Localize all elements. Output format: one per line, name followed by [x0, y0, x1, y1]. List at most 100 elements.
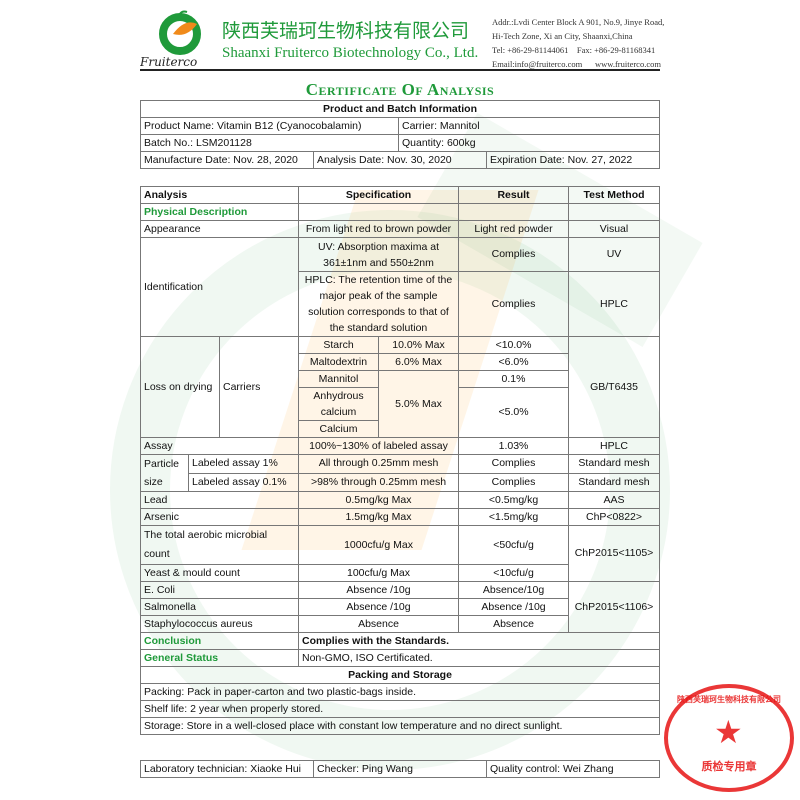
star-icon: ★ [714, 714, 743, 750]
packing-text: Packing: Pack in paper-carton and two pl… [139, 683, 661, 701]
stamp-ring-text: 陕西芙瑞珂生物科技有限公司 [677, 695, 781, 704]
cell: Absence/10g [458, 581, 570, 599]
col-specification: Specification [297, 186, 460, 204]
cell: Labeled assay 1% [188, 454, 299, 474]
cell: <1.5mg/kg [458, 508, 570, 526]
cell: Calcium [298, 420, 379, 438]
cell: 0.5mg/kg Max [297, 491, 460, 509]
table-row: Maltodextrin 6.0% Max <6.0% [141, 353, 660, 371]
col-method: Test Method [568, 186, 661, 204]
general-status-row: General Status Non-GMO, ISO Certificated. [140, 649, 661, 667]
cell: <6.0% [458, 353, 570, 371]
table-row: Assay 100%~130% of labeled assay 1.03% HPLC [140, 437, 661, 455]
cell: Arsenic [140, 508, 299, 526]
cell: Complies [458, 237, 570, 272]
cell: The total aerobic microbial count [140, 525, 299, 565]
checker: Checker: Ping Wang [313, 760, 487, 778]
cell: AAS [568, 491, 661, 509]
cell: 100cfu/g Max [297, 564, 460, 582]
col-result: Result [458, 186, 570, 204]
cell: Absence [458, 615, 570, 633]
conclusion-row: Conclusion Complies with the Standards. [140, 632, 661, 650]
signature-table: Laboratory technician: Xiaoke Hui Checker… [140, 760, 660, 778]
cell: <50cfu/g [458, 525, 570, 565]
table-row: Calcium [141, 420, 660, 438]
cell: <10.0% [458, 336, 570, 354]
table-row: Appearance From light red to brown powder… [140, 220, 661, 238]
cell: Lead [140, 491, 299, 509]
cell: 5.0% Max [377, 370, 460, 438]
company-name-en: Shaanxi Fruiterco Biotechnology Co., Ltd… [222, 45, 479, 61]
quantity: Quantity: 600kg [397, 134, 661, 152]
cell: Assay [140, 437, 299, 455]
cell: UV [568, 237, 661, 272]
cell: UV: Absorption maxima at 361±1nm and 550… [297, 237, 460, 272]
cell: HPLC: The retention time of the major pe… [297, 271, 460, 337]
cell: 0.1% [458, 370, 570, 388]
cell: 1.5mg/kg Max [297, 508, 460, 526]
product-heading: Product and Batch Information [139, 100, 661, 118]
cell: 6.0% Max [377, 353, 460, 371]
cell: Conclusion [140, 632, 299, 650]
cell: <0.5mg/kg [458, 491, 570, 509]
table-row: Anhydrous calcium <5.0% [141, 387, 660, 438]
cell: Appearance [140, 220, 299, 238]
cell: Carriers [219, 336, 299, 438]
cell: Complies with the Standards. [297, 632, 661, 650]
svg-text:Fruiterco: Fruiterco [140, 55, 197, 69]
cell: General Status [140, 649, 299, 667]
cell: Absence /10g [297, 581, 460, 599]
cell: Visual [568, 220, 661, 238]
cell: 1000cfu/g Max [297, 525, 460, 565]
cell: Labeled assay 0.1% [188, 472, 299, 492]
cell: ChP2015<1105> [568, 525, 661, 582]
cell: Light red powder [458, 220, 570, 238]
section-physical: Physical Description [140, 203, 299, 221]
company-logo: Fruiterco [140, 10, 201, 69]
table-row: The total aerobic microbial count 1000cfu… [140, 525, 661, 582]
document-title: Certificate Of Analysis [305, 80, 495, 99]
shelf-life-text: Shelf life: 2 year when properly stored. [139, 700, 661, 718]
manufacture-date: Manufacture Date: Nov. 28, 2020 [140, 151, 314, 169]
technician: Laboratory technician: Xiaoke Hui [140, 760, 314, 778]
cell: Salmonella [140, 598, 299, 616]
cell: Yeast & mould count [140, 564, 299, 582]
table-row: Loss on drying Carriers Starch 10.0% Max <10… [140, 336, 661, 438]
table-row: Particle size Labeled assay 1% All through… [140, 454, 661, 492]
cell: From light red to brown powder [297, 220, 460, 238]
cell: HPLC [568, 271, 661, 337]
stamp-center-text: 质检专用章 [701, 761, 757, 773]
cell: Standard mesh [568, 454, 661, 474]
cell: Non-GMO, ISO Certificated. [297, 649, 661, 667]
cell: Absence [297, 615, 460, 633]
col-analysis: Analysis [140, 186, 299, 204]
company-name-cn: 陕西芙瑞珂生物科技有限公司 [222, 20, 470, 42]
cell: Absence /10g [297, 598, 460, 616]
company-contact: Addr.:Lvdi Center Block A 901, No.9, Jin… [492, 17, 665, 69]
cell: E. Coli [140, 581, 299, 599]
carrier: Carrier: Mannitol [397, 117, 661, 135]
cell: All through 0.25mm mesh [297, 454, 460, 474]
cell: Staphylococcus aureus [140, 615, 299, 633]
cell: Identification [140, 237, 299, 337]
cell: Complies [458, 271, 570, 337]
table-row: E. Coli Absence /10g Absence/10g ChP2015<11… [140, 581, 661, 633]
cell: Particle size [140, 454, 189, 492]
cell: <5.0% [458, 387, 570, 438]
table-row: Arsenic 1.5mg/kg Max <1.5mg/kg ChP<0822> [140, 508, 661, 526]
cell: ChP2015<1106> [568, 581, 661, 633]
cell: Absence /10g [458, 598, 570, 616]
table-row: Staphylococcus aureus Absence Absence [140, 615, 660, 633]
cell: Mannitol [298, 370, 379, 388]
cell: Starch [298, 336, 379, 354]
table-row: Identification UV: Absorption maxima at 3… [140, 237, 661, 337]
expiration-date: Expiration Date: Nov. 27, 2022 [485, 151, 661, 169]
analysis-date: Analysis Date: Nov. 30, 2020 [313, 151, 487, 169]
product-name: Product Name: Vitamin B12 (Cyanocobalami… [140, 117, 399, 135]
analysis-table: Analysis Specification Result Test Method P… [139, 186, 661, 735]
cell: GB/T6435 [568, 336, 661, 438]
table-header: Analysis Specification Result Test Method [140, 186, 661, 204]
company-seal-stamp: 陕西芙瑞珂生物科技有限公司 ★ 质检专用章 [664, 684, 794, 792]
cell: 100%~130% of labeled assay [297, 437, 460, 455]
cell: Loss on drying [140, 336, 220, 438]
